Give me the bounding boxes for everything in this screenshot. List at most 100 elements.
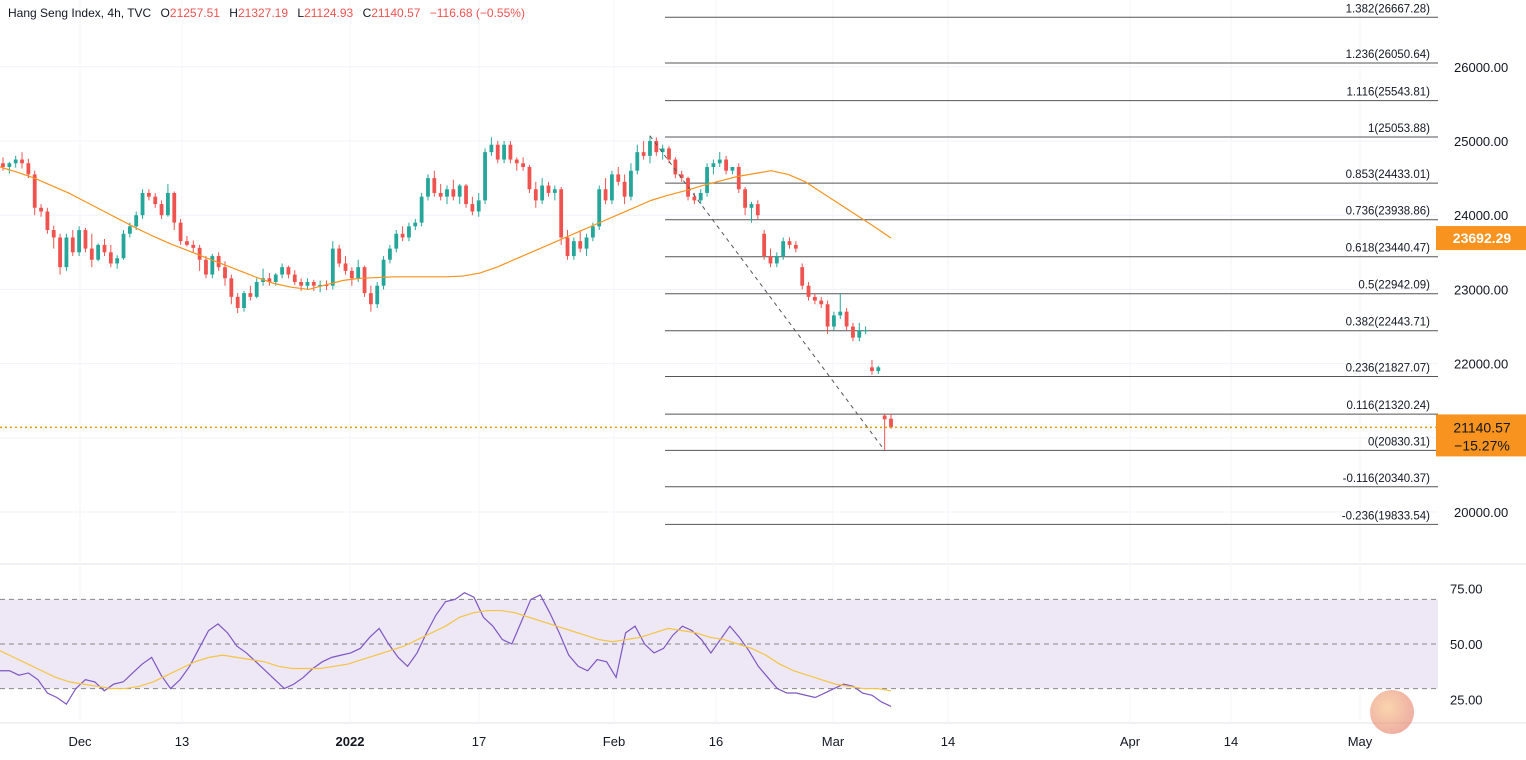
- candle-body: [540, 185, 545, 201]
- candle-body: [330, 248, 335, 286]
- candle-body: [755, 204, 760, 216]
- candle-body: [51, 230, 56, 238]
- candle-body: [127, 226, 132, 234]
- candle-body: [749, 204, 754, 208]
- candle-body: [552, 189, 557, 193]
- candle-body: [172, 192, 177, 223]
- ma-line: [0, 166, 892, 291]
- candle-body: [337, 248, 342, 264]
- change-value: −116.68 (−0.55%): [429, 6, 525, 20]
- candle-body: [419, 196, 424, 223]
- candle-body: [635, 152, 640, 171]
- price-tick-label: 22000.00: [1454, 357, 1508, 372]
- candle-body: [407, 226, 411, 238]
- candle-body: [812, 296, 817, 301]
- time-tick-label: May: [1348, 734, 1373, 749]
- candle-body: [857, 330, 862, 338]
- candle-body: [413, 222, 418, 227]
- candle-body: [654, 141, 659, 153]
- candle-body: [546, 185, 551, 193]
- high-key: H: [229, 6, 238, 20]
- candle-body: [13, 159, 18, 164]
- fib-level-label: 0.853(24433.01): [1346, 169, 1431, 181]
- candle-body: [648, 141, 652, 156]
- candle-body: [400, 233, 405, 238]
- candle-body: [77, 230, 82, 253]
- candle-body: [514, 159, 519, 164]
- candle-body: [451, 189, 456, 197]
- candle-body: [242, 293, 246, 308]
- fib-level-label: 0.618(23440.47): [1346, 243, 1431, 255]
- fib-level-label: 1(25053.88): [1368, 123, 1430, 135]
- candle-body: [521, 163, 526, 167]
- candle-body: [692, 196, 697, 201]
- candle-body: [280, 267, 284, 275]
- candle-body: [191, 244, 196, 248]
- candle-body: [178, 222, 183, 242]
- candle-body: [1, 163, 5, 167]
- candle-body: [870, 367, 874, 372]
- candle-body: [83, 230, 88, 249]
- candle-body: [457, 185, 462, 197]
- fib-level-label: 0.116(21320.24): [1346, 400, 1430, 412]
- trend-line: [649, 135, 886, 451]
- candle-body: [438, 192, 443, 197]
- candle-body: [426, 178, 430, 197]
- time-tick-label: Feb: [603, 734, 625, 749]
- fib-level-label: 1.116(25543.81): [1346, 87, 1430, 99]
- candle-body: [153, 196, 158, 205]
- candle-body: [527, 166, 532, 190]
- candle-body: [324, 284, 329, 286]
- candle-body: [318, 284, 323, 286]
- candle-body: [32, 174, 37, 208]
- candle-body: [121, 233, 126, 259]
- candle-body: [768, 256, 773, 264]
- candle-body: [311, 282, 316, 286]
- rsi-tick-label: 50.00: [1450, 637, 1483, 652]
- candle-body: [825, 304, 830, 327]
- candle-body: [235, 296, 240, 308]
- candle-body: [800, 267, 805, 286]
- candle-body: [476, 200, 481, 212]
- candle-body: [254, 282, 259, 297]
- fib-level-label: -0.116(20340.37): [1343, 473, 1431, 485]
- watermark-logo: [1366, 688, 1516, 752]
- candle-body: [489, 144, 494, 153]
- candle-body: [45, 211, 50, 231]
- candle-body: [115, 258, 120, 264]
- candle-body: [273, 274, 278, 282]
- candle-body: [96, 244, 101, 260]
- candle-body: [64, 237, 69, 268]
- candle-body: [356, 267, 361, 279]
- candle-body: [508, 144, 513, 160]
- candle-body: [597, 189, 602, 227]
- fib-level-label: -0.236(19833.54): [1342, 510, 1430, 522]
- rsi-ma-line: [0, 609, 892, 692]
- last-price-badge: [1436, 414, 1526, 457]
- candle-body: [159, 204, 164, 216]
- candle-body: [705, 166, 709, 193]
- candle-body: [584, 237, 589, 249]
- ma-price-label: 23692.29: [1453, 230, 1512, 246]
- time-tick-label: 2022: [336, 734, 365, 749]
- fib-level-label: 0.736(23938.86): [1346, 206, 1431, 218]
- candle-body: [299, 282, 304, 286]
- ma-price-badge: [1436, 226, 1526, 251]
- candle-body: [793, 244, 798, 249]
- candle-body: [559, 189, 564, 238]
- candle-body: [730, 166, 735, 171]
- candle-body: [349, 270, 354, 279]
- price-tick-label: 23000.00: [1454, 282, 1508, 297]
- time-tick-label: 13: [175, 734, 189, 749]
- time-tick-label: 16: [709, 734, 723, 749]
- candle-body: [616, 174, 621, 182]
- candle-body: [20, 159, 24, 164]
- symbol-title: Hang Seng Index, 4h, TVC: [8, 6, 152, 20]
- time-tick-label: Apr: [1120, 734, 1141, 749]
- fib-level-label: 0.236(21827.07): [1346, 362, 1431, 374]
- candle-body: [210, 256, 215, 275]
- candle-body: [362, 267, 367, 294]
- candle-body: [146, 192, 151, 197]
